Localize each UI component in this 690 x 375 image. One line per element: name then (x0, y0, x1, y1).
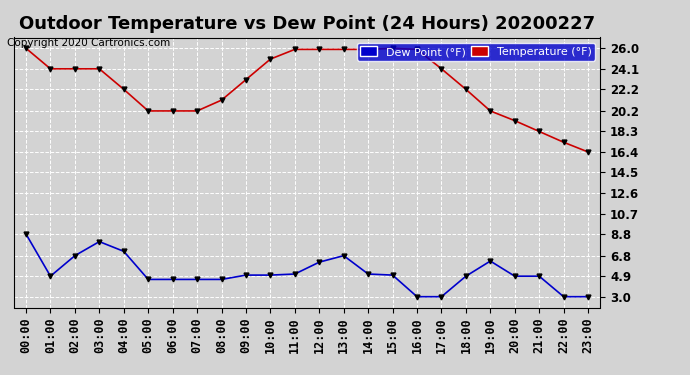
Legend: Dew Point (°F), Temperature (°F): Dew Point (°F), Temperature (°F) (357, 43, 595, 60)
Title: Outdoor Temperature vs Dew Point (24 Hours) 20200227: Outdoor Temperature vs Dew Point (24 Hou… (19, 15, 595, 33)
Text: Copyright 2020 Cartronics.com: Copyright 2020 Cartronics.com (7, 38, 170, 48)
